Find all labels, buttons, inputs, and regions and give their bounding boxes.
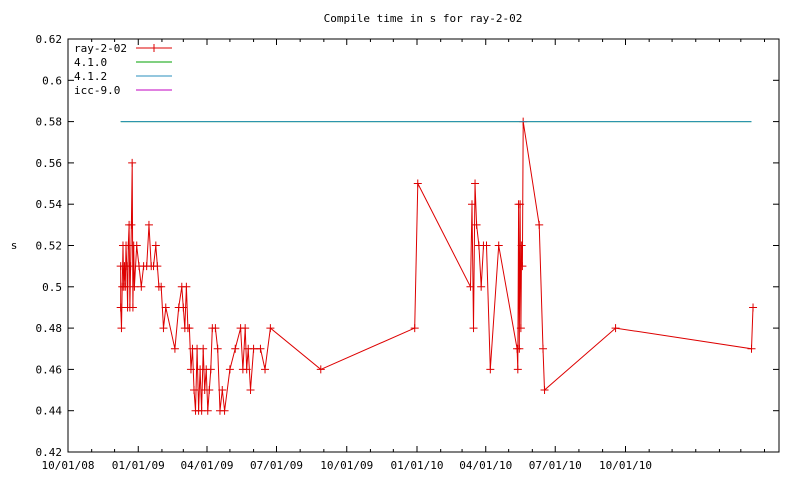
y-tick-label: 0.58: [36, 116, 63, 129]
y-tick-label: 0.54: [36, 198, 63, 211]
data-point: [137, 282, 146, 291]
data-point: [517, 241, 526, 250]
data-point: [231, 344, 240, 353]
data-point: [749, 303, 758, 312]
data-point: [182, 282, 191, 291]
y-axis-label: s: [11, 239, 18, 252]
x-tick-label: 04/01/09: [181, 459, 234, 472]
data-point: [161, 303, 170, 312]
y-tick-label: 0.52: [36, 240, 63, 253]
x-tick-label: 07/01/10: [529, 459, 582, 472]
data-point: [469, 324, 478, 333]
data-point: [482, 241, 491, 250]
x-axis: 10/01/08 01/01/09 04/01/09 07/01/09 10/01/09…: [42, 39, 765, 472]
data-point: [466, 282, 475, 291]
data-point: [117, 324, 126, 333]
data-point: [540, 386, 549, 395]
y-tick-label: 0.6: [42, 74, 62, 87]
data-point: [486, 365, 495, 374]
series-layer: [116, 117, 758, 415]
chart-title: Compile time in s for ray-2-02: [324, 12, 523, 25]
data-point: [186, 365, 195, 374]
data-point: [218, 386, 227, 395]
data-point: [471, 179, 480, 188]
x-tick-label: 10/01/09: [320, 459, 373, 472]
x-tick-label: 07/01/09: [250, 459, 303, 472]
data-point: [220, 406, 229, 415]
x-tick-label: 10/01/10: [599, 459, 652, 472]
data-point: [170, 344, 179, 353]
x-tick-label: 01/01/09: [112, 459, 165, 472]
data-point: [242, 365, 251, 374]
data-point: [518, 262, 527, 271]
data-point: [410, 324, 419, 333]
data-point: [206, 365, 215, 374]
y-tick-label: 0.5: [42, 281, 62, 294]
data-point: [121, 282, 130, 291]
data-point: [539, 344, 548, 353]
data-point: [535, 220, 544, 229]
legend-label: ray-2-02: [74, 42, 127, 55]
data-point: [256, 344, 265, 353]
y-tick-label: 0.56: [36, 157, 63, 170]
y-tick-label: 0.62: [36, 33, 63, 46]
data-point: [132, 241, 141, 250]
data-point: [494, 241, 503, 250]
data-point: [127, 220, 136, 229]
plot-frame: [67, 38, 780, 453]
data-point: [413, 179, 422, 188]
data-point: [157, 282, 166, 291]
data-point: [213, 344, 222, 353]
y-axis: 0.42 0.44 0.46 0.48 0.5 0.52 0.54 0.56 0.58 0.6 0.…: [36, 33, 779, 459]
data-point: [516, 324, 525, 333]
series-line-ray-2-02: [120, 121, 754, 411]
legend-label: 4.1.0: [74, 56, 107, 69]
legend-label: icc-9.0: [74, 84, 120, 97]
data-point: [472, 220, 481, 229]
data-point: [185, 324, 194, 333]
x-tick-label: 01/01/10: [391, 459, 444, 472]
data-point: [128, 303, 137, 312]
data-point: [211, 324, 220, 333]
data-point: [225, 365, 234, 374]
data-point: [205, 386, 214, 395]
y-tick-label: 0.42: [36, 446, 63, 459]
legend-marker: [150, 44, 158, 52]
y-tick-label: 0.44: [36, 405, 63, 418]
data-point: [516, 200, 525, 209]
legend-label: 4.1.2: [74, 70, 107, 83]
data-point: [515, 344, 524, 353]
data-point: [241, 324, 250, 333]
data-point: [126, 262, 135, 271]
data-point: [249, 344, 258, 353]
y-tick-label: 0.46: [36, 363, 63, 376]
data-point: [199, 344, 208, 353]
data-point: [128, 158, 137, 167]
x-tick-label: 04/01/10: [459, 459, 512, 472]
data-point: [179, 303, 188, 312]
data-point: [513, 365, 522, 374]
data-point: [246, 386, 255, 395]
data-point: [159, 324, 168, 333]
x-tick-label: 10/01/08: [42, 459, 95, 472]
data-point: [144, 220, 153, 229]
data-point: [467, 200, 476, 209]
data-point: [190, 386, 199, 395]
data-point: [130, 282, 139, 291]
data-point: [153, 262, 162, 271]
data-point: [477, 282, 486, 291]
data-point: [261, 365, 270, 374]
data-point: [151, 241, 160, 250]
data-point: [116, 303, 125, 312]
data-point: [747, 344, 756, 353]
data-point: [316, 365, 325, 374]
data-point: [611, 324, 620, 333]
data-point: [203, 406, 212, 415]
y-tick-label: 0.48: [36, 322, 63, 335]
data-point: [266, 324, 275, 333]
